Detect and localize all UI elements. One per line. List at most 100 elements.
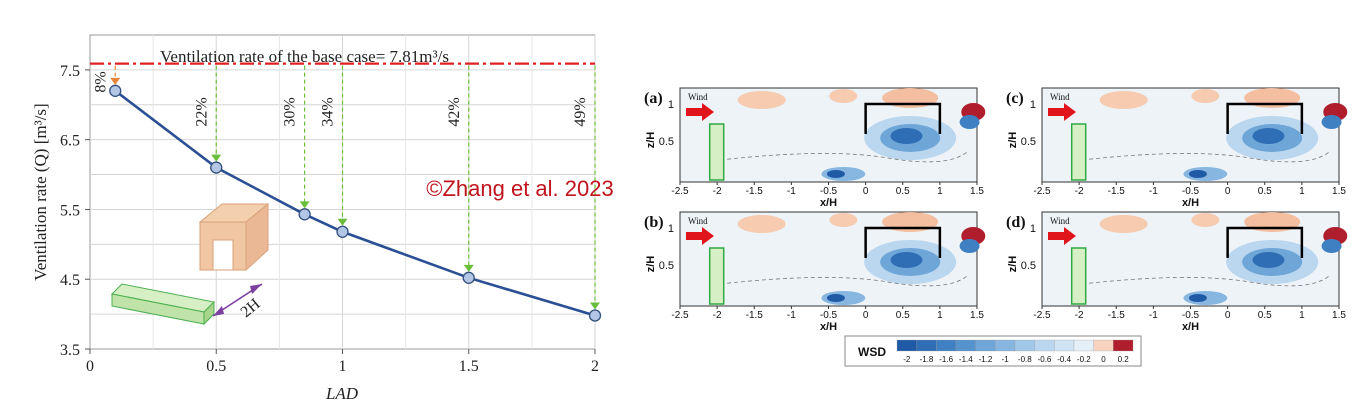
x-axis-label: LAD [325,384,359,403]
wsd-contour-panels: Wind(a) 10.5z/H-2.5 -2 -1.5 -1 -0.5 0 0.5 1 1.5x/… [644,87,1348,333]
x-tick-label: 0 [1225,186,1231,197]
x-tick-label: -2 [1075,186,1084,197]
negative-region [959,115,980,129]
reduction-arrowhead [463,264,474,272]
y-axis-label: z/H [645,132,657,149]
y-tick-label: 6.5 [60,133,80,150]
x-tick-label: -2 [713,310,722,321]
negative-region [1321,239,1342,253]
building-outline [1226,102,1304,134]
x-tick-label: 1.5 [1332,186,1346,197]
y-tick-label: 0.5 [659,136,674,148]
y-axis-label: z/H [1007,256,1019,273]
positive-region [737,215,786,233]
positive-region [1191,213,1220,227]
contour-line [719,275,968,287]
reduction-arrowhead [299,201,310,209]
strong-negative-region [1252,128,1285,144]
watermark: ©Zhang et al. 2023 [426,176,613,201]
x-tick-label: 1 [1299,310,1305,321]
wind-arrow-icon [1048,227,1076,245]
colorbar-tick-label: -0.2 [1077,355,1091,364]
building-outline [1226,226,1304,258]
y-tick-label: 7.5 [60,63,80,80]
wind-arrow-icon [1048,103,1076,121]
tree-row-zone [708,123,725,181]
colorbar-swatch [1014,339,1035,352]
colorbar-tick-label: -1.4 [959,355,973,364]
distance-arrow-start [213,306,224,316]
contour-line [1081,275,1330,287]
panel-label: (d) [1006,214,1026,231]
reduction-arrowhead [211,154,222,162]
x-tick-label: -2.5 [671,310,689,321]
y-axis-ticks: 3.5 4.5 5.5 6.5 7.5 [60,63,90,359]
y-tick-label: 0.5 [1021,260,1036,272]
x-tick-label: 0.5 [896,186,910,197]
data-point [109,84,122,97]
x-tick-label: -2 [713,186,722,197]
colorbar-swatch [1034,339,1055,352]
data-point [336,225,349,238]
wind-arrow-icon [686,103,714,121]
colorbar-swatches: -2 -1.8 -1.6 -1.4 -1.2 -1 -0.8 -0.6 -0.4 -0.2 0 0.2 [896,339,1134,364]
colorbar-swatch [1093,339,1114,352]
positive-region [829,89,858,103]
x-axis-label: x/H [820,321,837,333]
colorbar-tick-label: -1 [1002,355,1010,364]
colorbar-tick-label: -1.2 [979,355,993,364]
series-line [109,84,602,322]
positive-region [829,213,858,227]
x-tick-label: 1.5 [1332,310,1346,321]
x-axis-label: x/H [1182,321,1199,333]
series-polyline [114,89,596,317]
x-tick-label: 1 [1299,186,1305,197]
contour-panel: Wind(d) 10.5z/H-2.5 -2 -1.5 -1 -0.5 0 0.5 1 1.5x/… [1006,211,1348,333]
panel-label: (c) [1006,90,1024,107]
reduction-label: 8% [92,71,109,92]
colorbar-tick-label: -0.4 [1057,355,1071,364]
x-tick-label: 1.5 [970,310,984,321]
positive-region [1099,215,1148,233]
negative-region [1321,115,1342,129]
y-tick-label: 0.5 [1021,136,1036,148]
y-tick-label: 5.5 [60,202,80,219]
colorbar-tick-label: -0.8 [1018,355,1032,364]
x-tick-label: -2.5 [1033,310,1051,321]
positive-region [1099,91,1148,109]
strong-negative-region [1188,294,1207,302]
colorbar-tick-label: 0 [1101,355,1106,364]
x-tick-label: 1.5 [970,186,984,197]
wind-label: Wind [688,216,708,226]
distance-arrow-end [250,284,262,294]
panel-label: (b) [644,214,664,231]
y-tick-label: 4.5 [60,272,80,289]
contour-panel: Wind(a) 10.5z/H-2.5 -2 -1.5 -1 -0.5 0 0.5 1 1.5x/… [644,87,986,209]
x-tick-label: -0.5 [820,310,838,321]
x-tick-label: 0 [863,186,869,197]
colorbar-swatch [936,339,957,352]
x-tick-label: -1.5 [746,186,764,197]
x-tick-label: -0.5 [1182,310,1200,321]
reduction-label: 22% [193,97,210,126]
wind-label: Wind [1050,92,1070,102]
colorbar-title: WSD [858,345,886,359]
x-tick-label: 1 [937,310,943,321]
reduction-label: 49% [572,97,589,126]
x-axis-label: x/H [1182,197,1199,209]
x-tick-label: -1 [1149,186,1158,197]
data-point [298,208,311,221]
contour-line [1081,151,1330,163]
data-point [210,161,223,174]
ventilation-chart: Ventilation rate of the base case= 7.81m… [31,34,602,403]
colorbar-swatch [896,339,917,352]
y-tick-label: 1 [1030,223,1036,235]
strong-negative-region [890,252,923,268]
x-tick-label: 0.5 [1258,310,1272,321]
contour-panel: Wind(b) 10.5z/H-2.5 -2 -1.5 -1 -0.5 0 0.5 1 1.5x/… [644,211,986,333]
strong-negative-region [1188,170,1207,178]
x-tick-label: 0.5 [896,310,910,321]
building-outline [864,226,942,258]
panel-label: (a) [644,90,663,107]
